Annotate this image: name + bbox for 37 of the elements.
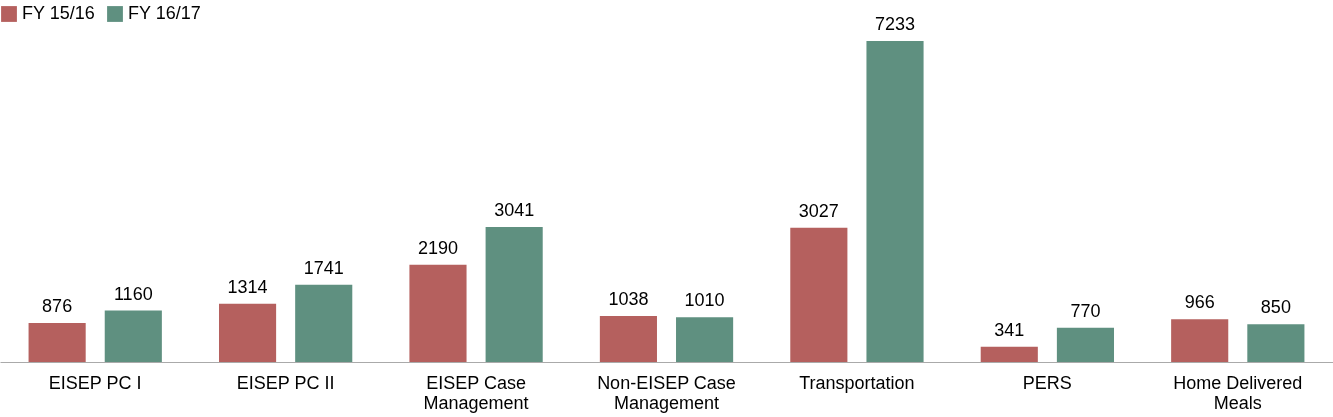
data-label: 1160 — [113, 283, 153, 304]
data-label: 3027 — [798, 200, 839, 221]
bar — [1247, 324, 1305, 362]
bar — [104, 310, 162, 362]
bar — [599, 315, 657, 362]
bar — [409, 264, 467, 362]
data-label: 3041 — [494, 200, 535, 221]
data-label: 1314 — [227, 276, 268, 297]
bar — [28, 323, 86, 362]
bar — [485, 227, 543, 362]
data-label: 1741 — [303, 257, 344, 278]
bar — [980, 346, 1038, 362]
bar — [1056, 327, 1115, 362]
data-label: 876 — [42, 296, 73, 317]
legend-label: FY 16/17 — [128, 3, 201, 23]
x-tick-label: Transportation — [799, 372, 915, 393]
data-label: 7233 — [874, 14, 916, 34]
x-tick-label: EISEP PC II — [236, 372, 335, 393]
data-label: 2190 — [417, 237, 459, 258]
x-tick-label: PERS — [1022, 372, 1072, 393]
x-tick-label: EISEP Case Management — [423, 372, 529, 413]
x-tick-label: Non-EISEP Case Management — [597, 372, 736, 413]
bar — [218, 303, 277, 362]
bar — [295, 284, 353, 362]
x-tick-label: Home Delivered Meals — [1173, 372, 1303, 413]
legend-label: FY 15/16 — [22, 3, 95, 23]
data-label: 770 — [1070, 300, 1101, 321]
bar — [1171, 319, 1229, 362]
bar — [790, 227, 848, 362]
data-label: 341 — [994, 319, 1025, 340]
data-label: 1010 — [684, 290, 725, 311]
data-label: 1038 — [608, 288, 649, 309]
bar — [866, 41, 924, 362]
data-label: 850 — [1260, 297, 1291, 318]
x-tick-label: EISEP PC I — [48, 372, 142, 393]
data-label: 966 — [1184, 292, 1215, 313]
bar — [676, 317, 734, 362]
